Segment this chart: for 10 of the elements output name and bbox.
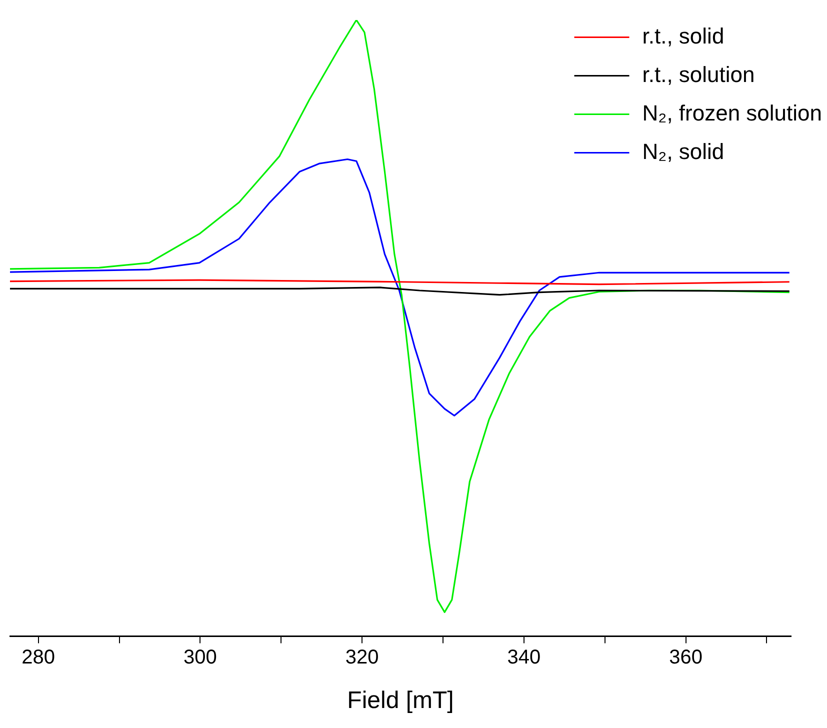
legend-label: r.t., solid <box>642 23 724 48</box>
x-tick-label: 320 <box>345 646 379 669</box>
x-tick-label: 300 <box>184 646 217 669</box>
x-tick-label: 340 <box>507 646 541 669</box>
legend-label: r.t., solution <box>642 62 755 87</box>
x-tick-label: 280 <box>22 646 56 669</box>
legend-label: N₂, solid <box>642 138 724 164</box>
x-axis-title: Field [mT] <box>347 687 454 714</box>
x-tick-label: 360 <box>669 646 702 669</box>
legend-label: N₂, frozen solution <box>642 100 822 126</box>
